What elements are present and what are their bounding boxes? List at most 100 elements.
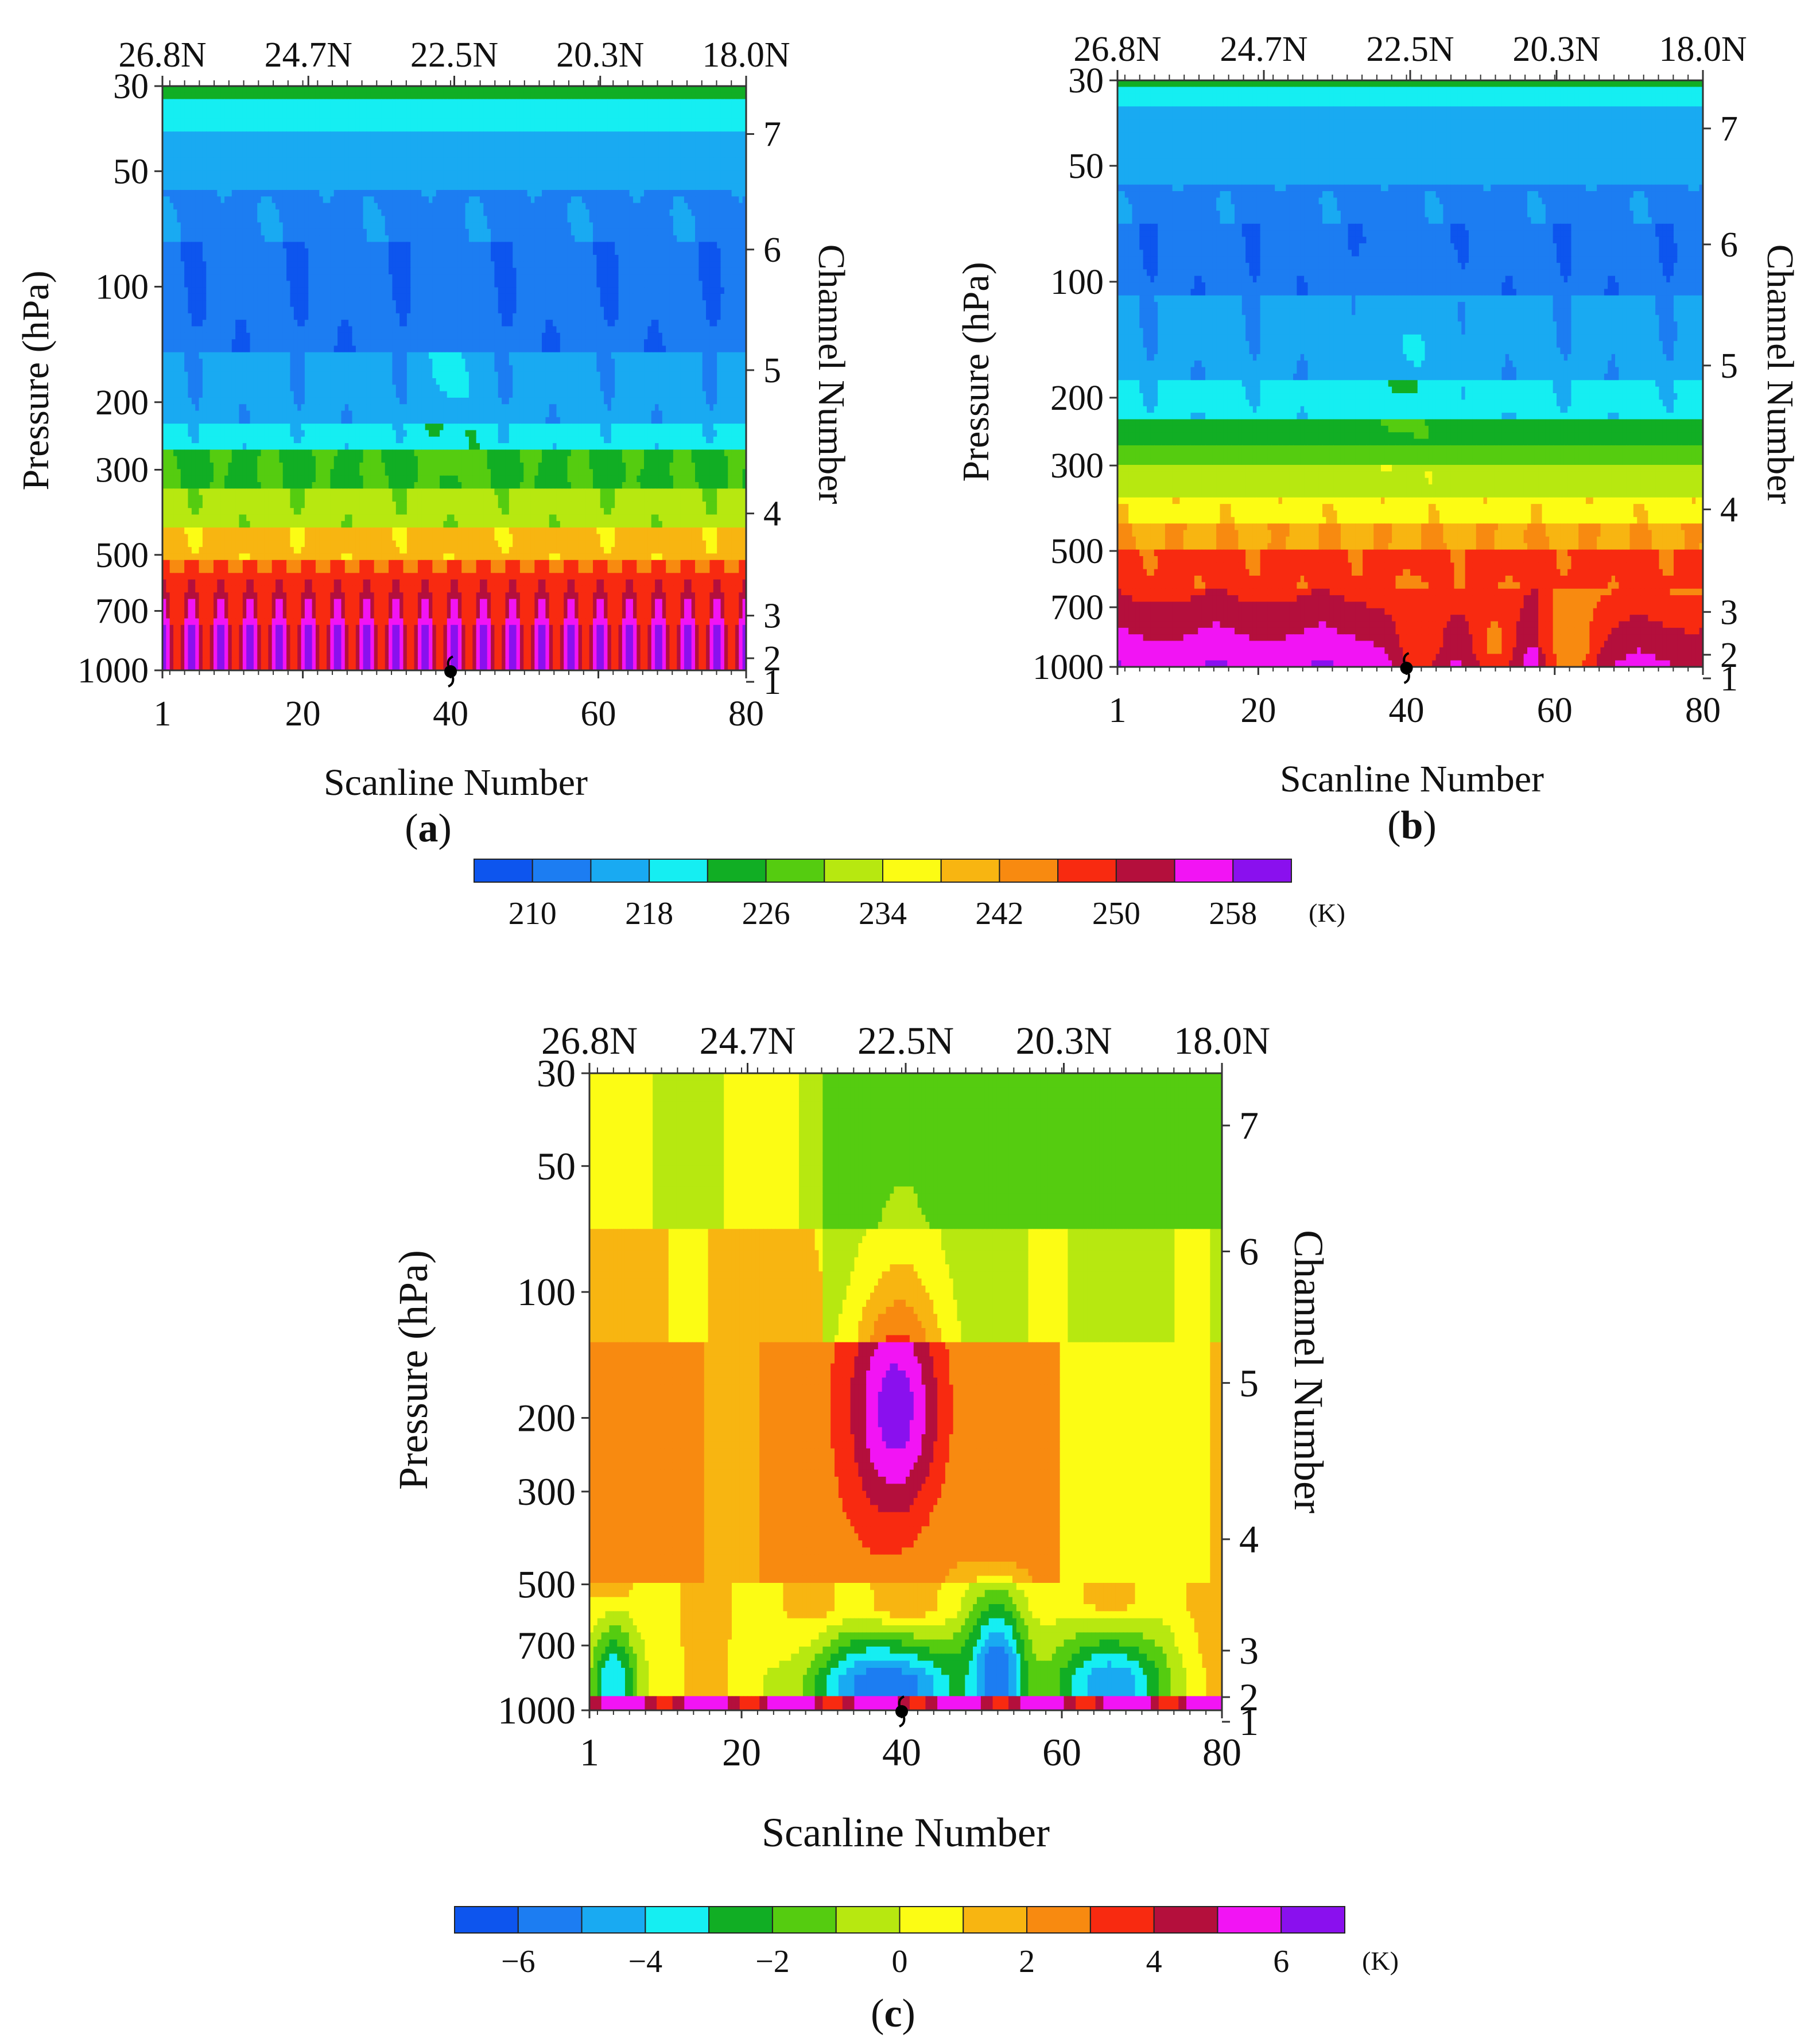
panel-a-field-cell bbox=[250, 99, 254, 106]
panel-a-field-cell bbox=[732, 99, 736, 106]
panel-a-field-cell bbox=[316, 106, 320, 112]
panel-a-field-cell bbox=[641, 157, 645, 164]
panel-a-field-cell bbox=[556, 106, 560, 112]
panel-a-field-cell bbox=[341, 157, 345, 164]
panel-a-field-cell bbox=[170, 170, 174, 177]
panel-a-field-cell bbox=[188, 157, 192, 164]
panel-a-field-cell bbox=[275, 119, 280, 126]
panel-a-field-cell bbox=[184, 216, 188, 223]
panel-a-field-cell bbox=[170, 209, 174, 216]
panel-a-field-cell bbox=[619, 112, 623, 119]
panel-a-field-cell bbox=[294, 131, 298, 138]
panel-a-field-cell bbox=[491, 131, 495, 138]
panel-a-field-cell bbox=[243, 177, 247, 184]
panel-a-field-cell bbox=[374, 125, 378, 132]
panel-a-field-cell bbox=[166, 184, 170, 191]
panel-a-field-cell bbox=[254, 157, 258, 164]
panel-a-field-cell bbox=[261, 164, 265, 171]
panel-a-field-cell bbox=[399, 209, 403, 216]
panel-a-field-cell bbox=[348, 157, 352, 164]
panel-a-field-cell bbox=[235, 86, 239, 93]
panel-a-field-cell bbox=[502, 106, 506, 112]
panel-a-field-cell bbox=[356, 223, 360, 230]
panel-a-field-cell bbox=[502, 125, 506, 132]
panel-a-field-cell bbox=[600, 184, 604, 191]
panel-a-field-cell bbox=[305, 151, 309, 158]
panel-a-field-cell bbox=[327, 151, 331, 158]
panel-a-field-cell bbox=[203, 170, 207, 177]
panel-a-field-cell bbox=[381, 106, 385, 112]
panel-a-field-cell bbox=[527, 86, 531, 93]
panel-a-field-cell bbox=[721, 223, 725, 230]
panel-a-field-cell bbox=[575, 119, 579, 126]
panel-a-field-cell bbox=[666, 86, 670, 93]
panel-a-field-cell bbox=[188, 99, 192, 106]
panel-a-field-cell bbox=[210, 125, 214, 132]
panel-a-field-cell bbox=[290, 190, 294, 197]
panel-a-field-cell bbox=[217, 86, 221, 93]
panel-a-field-cell bbox=[399, 131, 403, 138]
panel-a-field-cell bbox=[440, 223, 444, 230]
panel-a-field-cell bbox=[195, 184, 199, 191]
panel-a-field-cell bbox=[436, 151, 440, 158]
panel-a-field-cell bbox=[637, 203, 641, 210]
panel-a-field-cell bbox=[221, 119, 225, 126]
panel-a-field-cell bbox=[666, 119, 670, 126]
panel-a-field-cell bbox=[585, 112, 589, 119]
panel-a-field-cell bbox=[615, 170, 619, 177]
panel-a-field-cell bbox=[655, 151, 659, 158]
panel-a-field-cell bbox=[272, 138, 276, 145]
panel-a-field-cell bbox=[254, 177, 258, 184]
panel-a-field-cell bbox=[440, 151, 444, 158]
panel-a-field-cell bbox=[399, 125, 403, 132]
panel-a-field-cell bbox=[177, 86, 181, 93]
panel-a-field-cell bbox=[283, 223, 287, 230]
panel-a-field-cell bbox=[517, 216, 521, 223]
panel-a-field-cell bbox=[429, 190, 433, 197]
panel-a-field-cell bbox=[224, 229, 228, 236]
panel-a-field-cell bbox=[568, 184, 572, 191]
panel-a-field-cell bbox=[709, 119, 713, 126]
panel-a-field-cell bbox=[228, 92, 232, 99]
panel-a-field-cell bbox=[356, 190, 360, 197]
panel-a-field-cell bbox=[327, 86, 331, 93]
panel-a-field-cell bbox=[337, 119, 342, 126]
panel-a-field-cell bbox=[177, 106, 181, 112]
panel-a-field-cell bbox=[447, 106, 451, 112]
panel-a-field-cell bbox=[290, 216, 294, 223]
panel-a-field-cell bbox=[564, 106, 568, 112]
panel-a-field-cell bbox=[630, 190, 634, 197]
panel-a-field-cell bbox=[334, 92, 338, 99]
panel-a-field-cell bbox=[232, 119, 236, 126]
panel-a-field-cell bbox=[341, 196, 345, 203]
panel-a-field-cell bbox=[458, 131, 462, 138]
panel-a-field-cell bbox=[666, 106, 670, 112]
panel-a-field-cell bbox=[732, 131, 736, 138]
panel-a-field-cell bbox=[461, 209, 465, 216]
panel-a-field-cell bbox=[651, 184, 655, 191]
panel-a-field-cell bbox=[560, 99, 564, 106]
panel-a-field-cell bbox=[451, 151, 455, 158]
panel-a-field-cell bbox=[440, 86, 444, 93]
panel-a-field-cell bbox=[363, 170, 367, 177]
panel-a-field-cell bbox=[337, 112, 342, 119]
panel-a-field-cell bbox=[483, 157, 487, 164]
panel-a-field-cell bbox=[523, 177, 527, 184]
panel-a-field-cell bbox=[589, 157, 593, 164]
panel-a-field-cell bbox=[502, 216, 506, 223]
panel-a-field-cell bbox=[443, 145, 447, 152]
panel-a-field-cell bbox=[633, 223, 637, 230]
panel-a-field-cell bbox=[469, 86, 473, 93]
panel-a-field-cell bbox=[487, 216, 491, 223]
panel-a-field-cell bbox=[432, 223, 436, 230]
panel-a-field-cell bbox=[670, 112, 674, 119]
panel-a-field-cell bbox=[188, 151, 192, 158]
panel-a-field-cell bbox=[487, 223, 491, 230]
panel-a-field-cell bbox=[363, 131, 367, 138]
panel-a-field-cell bbox=[571, 170, 575, 177]
panel-a-field-cell bbox=[611, 157, 615, 164]
panel-a-field-cell bbox=[644, 170, 648, 177]
panel-a-field-cell bbox=[633, 106, 637, 112]
panel-a-field-cell bbox=[619, 145, 623, 152]
panel-a-field-cell bbox=[673, 131, 677, 138]
